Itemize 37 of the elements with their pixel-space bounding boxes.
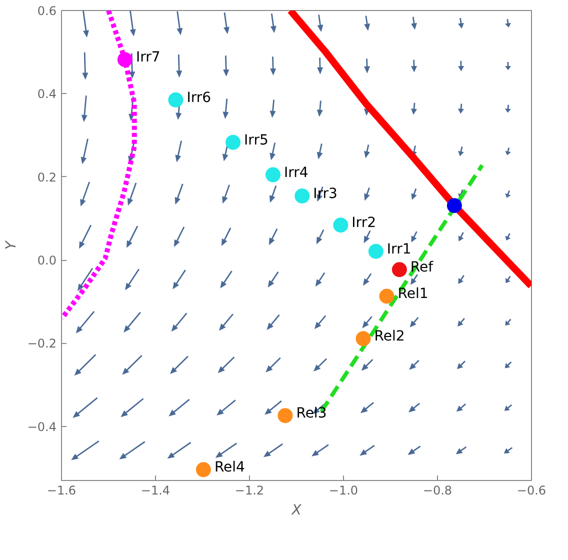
annotation: Irr5	[244, 132, 268, 148]
x-tick-label: −1.2	[234, 484, 264, 498]
annotation: Rel3	[296, 406, 327, 422]
x-tick-label: −0.8	[422, 484, 452, 498]
annotation: Irr4	[284, 164, 308, 181]
annotation: Irr6	[186, 90, 212, 106]
annotation: Rel1	[398, 286, 428, 302]
point	[278, 408, 293, 424]
annotation: Rel4	[214, 460, 246, 476]
x-tick-label: −1.6	[46, 484, 76, 498]
annotation: Irr7	[136, 50, 160, 66]
point	[356, 331, 371, 346]
y-tick-label: −0.2	[27, 336, 56, 351]
x-axis-title: X	[290, 502, 302, 518]
annotation: Rel2	[374, 328, 405, 345]
point	[446, 198, 462, 214]
y-tick-label: 0.4	[37, 87, 57, 102]
point	[294, 188, 310, 204]
point	[196, 462, 211, 478]
point	[379, 288, 394, 304]
y-tick-label: 0.0	[37, 254, 57, 268]
x-tick-label: −0.6	[516, 484, 546, 498]
annotation: Irr1	[386, 241, 412, 258]
point	[368, 244, 384, 259]
y-tick-label: 0.2	[37, 170, 57, 184]
point	[226, 134, 241, 150]
point	[333, 218, 348, 233]
point	[266, 167, 280, 182]
x-tick-label: −1.4	[140, 484, 170, 498]
point	[392, 262, 407, 278]
y-tick-label: 0.6	[37, 4, 57, 18]
x-tick-label: −1.0	[328, 484, 358, 498]
point	[168, 92, 184, 108]
y-tick-label: −0.4	[27, 420, 56, 434]
point	[117, 52, 132, 68]
annotation: Irr2	[352, 215, 376, 232]
y-axis-title: Y	[3, 240, 20, 250]
